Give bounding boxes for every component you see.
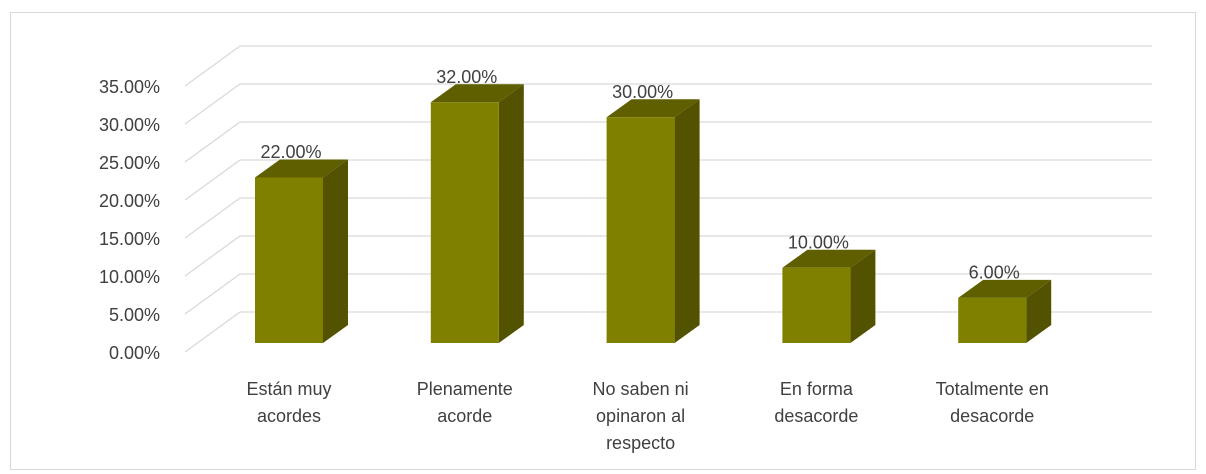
chart-border [10,12,1196,470]
bar-side [1026,279,1052,343]
y-tick-label: 5.00% [109,305,160,325]
bar-top [606,99,700,118]
x-tick-label: No saben ni opinaron al respecto [592,379,689,453]
grid-line-side [184,159,241,201]
y-tick-label: 35.00% [99,77,160,97]
data-label: 10.00% [788,233,849,253]
x-tick-label: Totalmente en desacorde [935,379,1049,426]
bar-top [782,249,876,268]
grid-line-side [184,197,241,239]
data-label: 30.00% [612,82,673,102]
bar-top [255,159,348,178]
data-label: 6.00% [969,263,1020,283]
bar [782,267,851,343]
x-tick-label: Plenamente acorde [416,379,513,426]
bar [958,297,1027,343]
y-tick-label: 20.00% [99,191,160,211]
x-tick-label: En forma desacorde [774,379,859,426]
y-tick-label: 25.00% [99,153,160,173]
y-tick-label: 30.00% [99,115,160,135]
bar-side [498,84,524,344]
bar [606,117,675,343]
grid-line-side [184,45,241,87]
data-label: 22.00% [260,142,321,162]
grid-line-side [184,311,241,353]
y-tick-label: 10.00% [99,267,160,287]
grid-line-side [184,83,241,125]
bar [430,102,499,344]
x-tick-label: Están muy acordes [246,379,332,426]
bar [255,177,323,343]
grid-line-side [184,121,241,163]
y-tick-label: 15.00% [99,229,160,249]
bar-side [674,99,700,343]
bar-top [430,84,524,103]
bar-side [323,159,348,343]
y-tick-label: 0.00% [109,343,160,363]
bar-top [958,279,1052,298]
data-label: 32.00% [436,67,497,87]
bar-side [850,249,876,343]
grid-line-side [184,235,241,277]
grid-line-side [184,273,241,315]
